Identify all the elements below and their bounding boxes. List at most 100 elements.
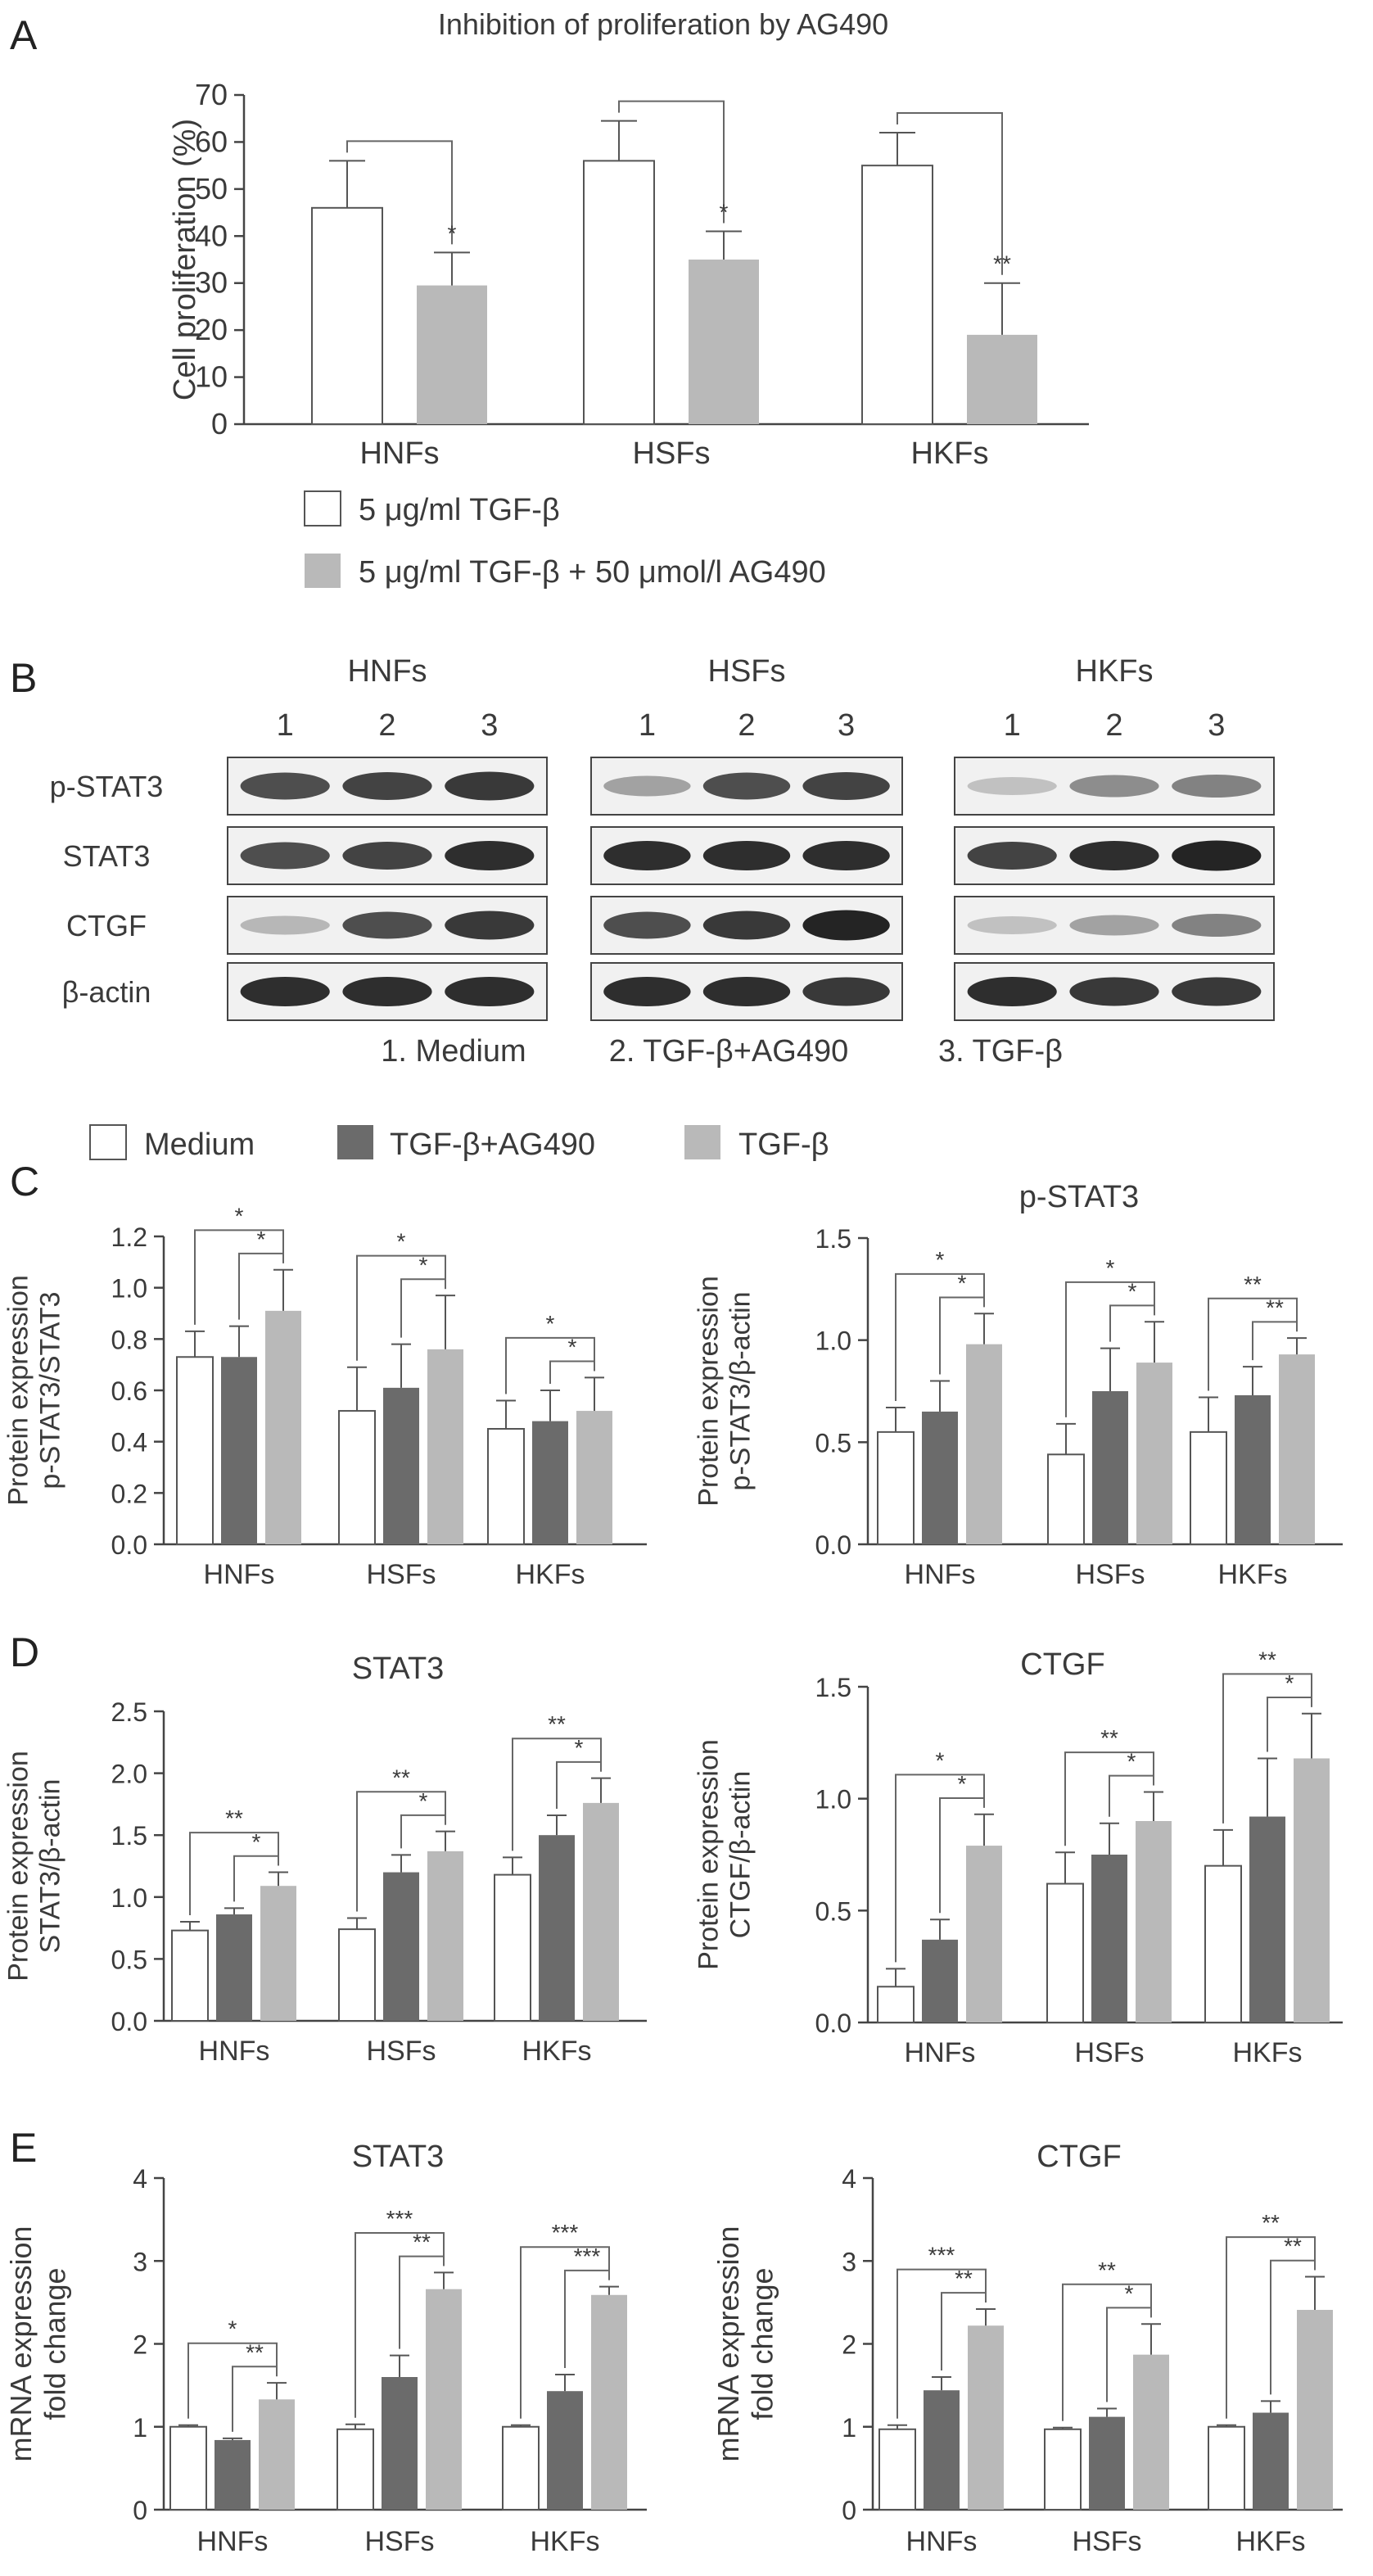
blot-lane-number: 2 xyxy=(738,708,755,743)
chart-a-proliferation: Inhibition of proliferation by AG490 0 10 2… xyxy=(168,7,1089,471)
significance-bracket-short xyxy=(1106,2307,1152,2402)
significance-label-short: * xyxy=(575,1735,584,1760)
y-tick-label: 3 xyxy=(133,2247,147,2276)
bar xyxy=(502,2425,540,2510)
significance-bracket-long xyxy=(187,2342,278,2419)
x-category-label: HSFs xyxy=(367,2036,436,2067)
significance-bracket-long xyxy=(520,2246,610,2419)
significance-bracket-short xyxy=(400,1278,446,1338)
bar xyxy=(966,1344,1002,1544)
chart-title: CTGF xyxy=(1020,1647,1104,1682)
y-tick-label: 0.5 xyxy=(111,1945,147,1974)
blot-band xyxy=(342,842,432,870)
legend-c-label-ag490: TGF-β+AG490 xyxy=(390,1128,595,1162)
y-axis-label-line: mRNA expression xyxy=(711,2226,745,2461)
significance-bracket-long xyxy=(1226,2236,1316,2419)
blot-band xyxy=(967,842,1057,870)
significance-label-long: *** xyxy=(552,2220,579,2245)
significance-label-short: * xyxy=(958,1771,967,1796)
y-tick-label: 1.5 xyxy=(111,1821,147,1851)
bar xyxy=(487,1428,525,1545)
chart-title: STAT3 xyxy=(352,2140,445,2174)
significance-bracket-long xyxy=(895,1272,985,1401)
y-axis-label: Protein expressionSTAT3/β-actin xyxy=(2,1751,65,1982)
bar xyxy=(1297,2309,1333,2510)
blot-band xyxy=(445,771,535,801)
bar xyxy=(877,1430,915,1546)
y-tick-label: 2 xyxy=(842,2330,856,2360)
bar xyxy=(591,2294,627,2510)
y-tick-label: 0.4 xyxy=(111,1428,147,1457)
blot-lane-number: 2 xyxy=(378,708,395,743)
bar xyxy=(1047,1453,1085,1545)
bar xyxy=(427,1851,463,2021)
significance-label-short: ** xyxy=(246,2339,264,2365)
bar xyxy=(171,1929,209,2022)
bar xyxy=(265,1310,301,1544)
significance-label-short: *** xyxy=(574,2244,601,2269)
significance-bracket-short xyxy=(939,1797,985,1914)
bar xyxy=(336,2428,374,2511)
bar xyxy=(494,1873,531,2022)
bar xyxy=(176,1356,214,1546)
blot-lane-number: 1 xyxy=(1004,708,1021,743)
y-axis-label: Protein expressionp-STAT3/STAT3 xyxy=(2,1275,65,1506)
bar xyxy=(417,285,487,424)
significance-label-short: ** xyxy=(955,2266,973,2291)
legend-a-swatch-light xyxy=(305,554,341,588)
chart-c-pstat3-stat3: 0.0 0.2 0.4 0.6 0.8 1.0 1.2 Protein expressionp… xyxy=(2,1203,647,1590)
significance-bracket-short xyxy=(399,2255,445,2349)
legend-a-swatch-white xyxy=(304,490,341,526)
bar xyxy=(689,260,759,424)
x-category-label: HSFs xyxy=(1075,2037,1145,2068)
bar xyxy=(1204,1864,1242,2024)
y-axis-label-line: Protein expression xyxy=(693,1739,724,1970)
x-category-label: HKFs xyxy=(516,1559,585,1590)
y-tick-label: 1.5 xyxy=(815,1673,851,1702)
bar xyxy=(1136,1363,1172,1544)
significance-bracket-long xyxy=(356,1254,446,1361)
y-tick-label: 0.0 xyxy=(815,2009,851,2038)
x-category-label: HSFs xyxy=(367,1559,436,1590)
significance-label-long: ** xyxy=(392,1765,410,1790)
legend-c-swatch-medium xyxy=(89,1124,127,1160)
y-tick-label: 4 xyxy=(842,2164,856,2194)
significance-bracket-long xyxy=(895,1774,985,1963)
blot-lane-key: 3. TGF-β xyxy=(938,1034,1063,1069)
bar xyxy=(576,1411,612,1544)
bar xyxy=(967,334,1037,424)
bar xyxy=(216,1914,252,2021)
significance-label-short: ** xyxy=(1284,2234,1302,2259)
y-tick-label: 0.5 xyxy=(815,1896,851,1926)
blot-band xyxy=(1172,914,1262,937)
significance-label: * xyxy=(720,200,729,225)
significance-bracket-long xyxy=(1222,1673,1312,1824)
blot-band xyxy=(1172,775,1262,798)
significance-label-short: * xyxy=(958,1270,967,1295)
significance-label-long: *** xyxy=(928,2243,955,2268)
blot-band xyxy=(603,775,691,797)
significance-label-short: ** xyxy=(1266,1295,1284,1320)
blot-lane-number: 2 xyxy=(1105,708,1122,743)
significance-bracket-short xyxy=(1109,1304,1155,1342)
y-tick-label: 1.2 xyxy=(111,1222,147,1252)
x-category-label: HNFs xyxy=(204,1559,275,1590)
y-tick-label: 1.5 xyxy=(815,1224,851,1254)
significance-label-short: * xyxy=(1125,2280,1134,2306)
significance-bracket-short xyxy=(941,2292,987,2370)
significance-label-long: ** xyxy=(225,1805,243,1831)
significance-label-short: * xyxy=(568,1335,577,1360)
significance-label-long: * xyxy=(936,1247,945,1272)
blot-band xyxy=(802,841,890,870)
blot-band xyxy=(342,977,432,1006)
blot-lane-key: 2. TGF-β+AG490 xyxy=(609,1034,849,1069)
significance-bracket-short xyxy=(233,1855,279,1902)
y-axis-label: mRNA expressionfold change xyxy=(711,2226,779,2461)
significance-label-short: * xyxy=(252,1829,261,1855)
x-category-label: HKFs xyxy=(1218,1559,1288,1590)
blot-lane-number: 3 xyxy=(1208,708,1225,743)
blot-row-label: STAT3 xyxy=(63,839,151,873)
bar xyxy=(532,1421,568,1544)
x-category-label: HNFs xyxy=(359,436,439,471)
